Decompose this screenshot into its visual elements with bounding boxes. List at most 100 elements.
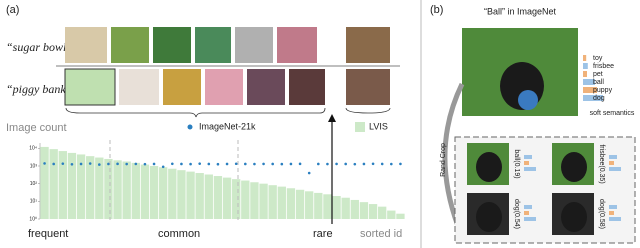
bar [140, 164, 150, 219]
dot [280, 162, 284, 166]
dot [244, 162, 247, 166]
bar [396, 213, 405, 219]
photo [518, 90, 538, 110]
dot [335, 162, 338, 166]
crop-bars [609, 217, 621, 221]
semantic-bar [583, 71, 587, 77]
semantic-bar [583, 87, 597, 93]
semantic-label: frisbee [593, 63, 614, 70]
dot [307, 171, 311, 175]
y-tick-label: 10⁰ [29, 216, 37, 222]
crop-image [476, 202, 502, 232]
crop-bars [609, 161, 614, 165]
crop-image [476, 152, 502, 182]
crop-label: ball(0.19) [513, 149, 520, 178]
crop-bars [524, 167, 536, 171]
semantic-label: dog [593, 95, 605, 102]
dot [380, 162, 384, 166]
semantic-bar [583, 95, 603, 101]
bar [159, 167, 168, 219]
side-label: Rand Crop [440, 143, 447, 177]
bar [113, 160, 122, 219]
bar [195, 173, 204, 219]
dot [207, 162, 211, 166]
dot [189, 162, 192, 166]
bar [49, 149, 58, 219]
dot [161, 165, 165, 169]
bar [131, 162, 140, 219]
dot [225, 162, 229, 166]
bar [341, 197, 350, 219]
region-label: rare [313, 228, 333, 240]
crop-label: frisbee(0.35) [598, 144, 605, 183]
crop-bars [609, 211, 614, 215]
bar [314, 192, 323, 219]
dot [180, 162, 183, 166]
arrow-head [328, 114, 336, 122]
y-tick-label: 10¹ [30, 199, 38, 205]
dot [234, 162, 238, 166]
bar [168, 168, 177, 219]
bar [222, 177, 232, 219]
dot [134, 162, 138, 166]
dot [362, 162, 366, 166]
curved-arrow [442, 82, 465, 227]
legend-marker [187, 124, 193, 130]
panel-label: (a) [6, 4, 19, 16]
dot [390, 162, 393, 166]
bar [305, 191, 314, 219]
crop-bars [609, 167, 621, 171]
dot [216, 162, 220, 166]
bar [368, 204, 378, 219]
crop-bars [609, 205, 617, 209]
semantic-label: pet [593, 71, 603, 78]
bar [286, 188, 296, 219]
bar [149, 165, 159, 219]
bar [241, 180, 250, 219]
panel-label: (b) [430, 4, 443, 16]
bar [177, 170, 186, 219]
crop-bars [524, 217, 536, 221]
dot [107, 162, 110, 166]
bar [268, 185, 277, 219]
dot [253, 162, 256, 166]
bar [332, 196, 341, 219]
bar [250, 182, 259, 219]
panel-title: “Ball” in ImageNet [484, 6, 557, 16]
image-thumbnails [56, 27, 400, 118]
row-label: “sugar bowl” [6, 40, 73, 54]
dot [116, 162, 119, 166]
bar [295, 189, 305, 219]
dot [198, 162, 201, 165]
crop-label: dog(0.54) [513, 199, 520, 229]
semantic-bar [583, 63, 588, 69]
bar [387, 210, 396, 219]
dot [317, 162, 320, 166]
legend-marker [355, 122, 365, 132]
axis-title: Image count [6, 122, 67, 134]
crop-bars [524, 155, 532, 159]
bar [359, 202, 369, 219]
dot [70, 162, 74, 166]
x-axis-title: sorted id [360, 228, 402, 240]
bar [378, 206, 387, 219]
y-tick-label: 10⁴ [29, 146, 37, 152]
dot [143, 162, 147, 166]
dot [171, 162, 174, 166]
semantic-bar [583, 55, 587, 61]
bar [122, 161, 131, 219]
crop-bars [524, 205, 532, 209]
dot [262, 162, 265, 166]
bar [86, 156, 95, 219]
crop-image [561, 152, 587, 182]
semantic-label: toy [593, 55, 603, 62]
crop-label: dog(0.58) [598, 199, 605, 229]
dot [152, 162, 156, 166]
bar [58, 151, 67, 219]
region-label: common [158, 228, 200, 240]
bar [259, 183, 268, 219]
dot [52, 162, 55, 166]
semantic-label: ball [593, 79, 604, 86]
dot [344, 162, 347, 166]
